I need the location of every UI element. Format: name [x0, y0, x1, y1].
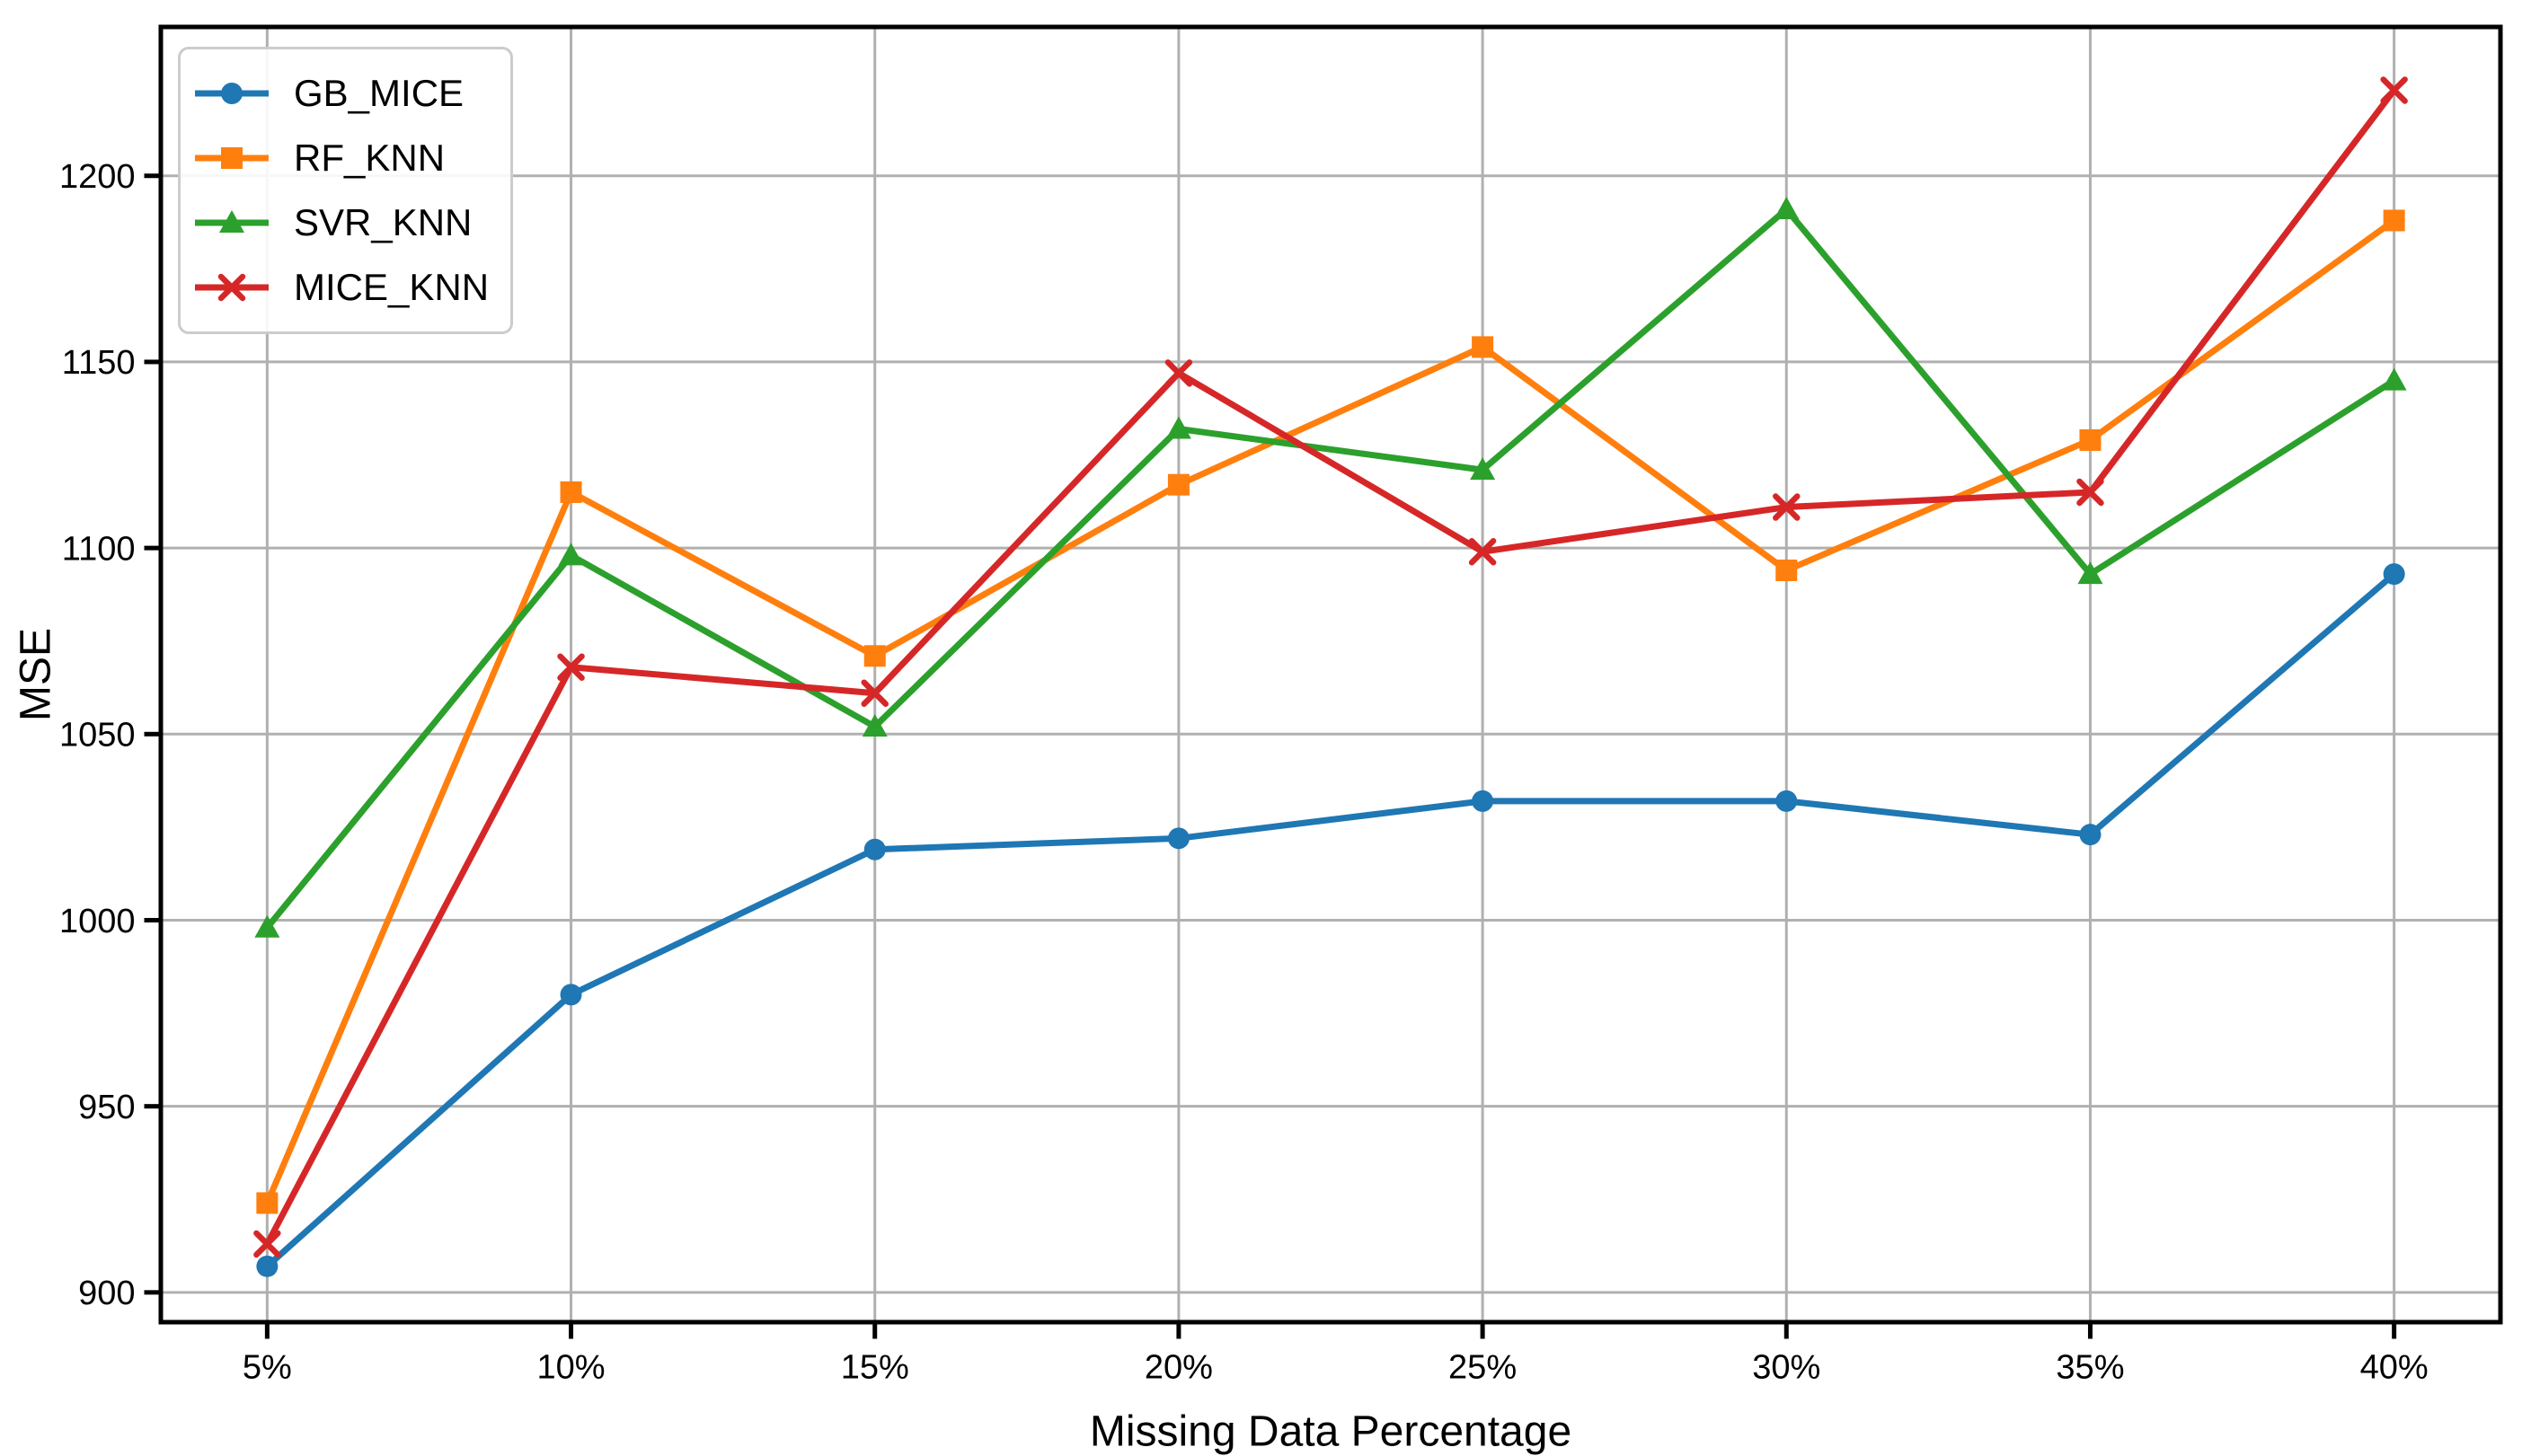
x-tick-label: 40%	[2360, 1349, 2429, 1387]
y-tick-label: 1150	[62, 344, 136, 382]
legend-sample-marker-RF_KNN	[221, 147, 243, 169]
series-line-MICE_KNN	[263, 86, 2398, 1248]
x-tick-label: 10%	[537, 1349, 606, 1387]
marker-GB_MICE-30%	[1775, 790, 1798, 812]
legend-sample-marker-MICE_KNN	[217, 273, 246, 302]
series-MICE_KNN	[253, 76, 2408, 1258]
marker-MICE_KNN-10%	[557, 653, 585, 681]
marker-SVR_KNN-35%	[2077, 561, 2103, 585]
legend-item-rf_knn: RF_KNN	[191, 126, 489, 190]
marker-RF_KNN-40%	[2383, 209, 2405, 232]
marker-RF_KNN-25%	[1472, 336, 1494, 358]
legend-sample-square-icon	[195, 147, 269, 169]
legend-label: SVR_KNN	[294, 201, 473, 243]
y-tick-label: 1000	[59, 903, 136, 940]
series-SVR_KNN	[254, 197, 2407, 938]
x-tick-label: 20%	[1145, 1349, 1213, 1387]
series-RF_KNN	[256, 209, 2405, 1214]
y-tick-label: 1200	[59, 158, 136, 196]
legend-label: RF_KNN	[294, 137, 446, 179]
x-tick-label: 5%	[243, 1349, 292, 1387]
marker-SVR_KNN-40%	[2381, 367, 2407, 391]
y-tick-label: 950	[78, 1089, 135, 1126]
y-tick-label: 1050	[59, 717, 136, 754]
ticks: 5% 10% 15% 20% 25% 30% 35% 40% 900 950 1000 1050 110…	[59, 158, 2429, 1386]
legend-sample-x-icon	[195, 273, 269, 302]
marker-SVR_KNN-30%	[1774, 197, 1800, 220]
x-tick-label: 25%	[1448, 1349, 1517, 1387]
legend-item-mice_knn: MICE_KNN	[191, 255, 489, 320]
marker-MICE_KNN-20%	[1164, 359, 1193, 387]
marker-RF_KNN-30%	[1775, 559, 1798, 581]
marker-MICE_KNN-30%	[1773, 493, 1801, 521]
series-line-GB_MICE	[263, 570, 2398, 1270]
legend-item-gb_mice: GB_MICE	[191, 61, 489, 126]
series-GB_MICE	[256, 563, 2405, 1277]
legend: GB_MICE RF_KNN SVR_KNN MICE_KNN	[178, 47, 514, 334]
series-line-SVR_KNN	[263, 206, 2398, 931]
x-axis-title: Missing Data Percentage	[1089, 1407, 1572, 1456]
marker-SVR_KNN-15%	[862, 714, 888, 737]
x-tick-label: 30%	[1752, 1349, 1820, 1387]
marker-RF_KNN-35%	[2079, 428, 2102, 451]
marker-SVR_KNN-20%	[1165, 416, 1191, 439]
marker-GB_MICE-5%	[256, 1255, 279, 1277]
legend-label: GB_MICE	[294, 72, 465, 114]
marker-MICE_KNN-15%	[861, 679, 889, 707]
x-tick-label: 15%	[841, 1349, 909, 1387]
marker-SVR_KNN-25%	[1470, 457, 1496, 481]
legend-sample-circle-icon	[195, 83, 269, 104]
y-tick-label: 900	[78, 1275, 135, 1312]
marker-MICE_KNN-40%	[2380, 76, 2408, 104]
marker-MICE_KNN-5%	[253, 1230, 281, 1258]
marker-SVR_KNN-5%	[254, 914, 280, 938]
marker-RF_KNN-20%	[1167, 473, 1190, 496]
series-line-RF_KNN	[263, 216, 2398, 1206]
y-axis-title: MSE	[12, 627, 60, 722]
marker-GB_MICE-40%	[2383, 563, 2405, 586]
marker-MICE_KNN-35%	[2076, 478, 2104, 507]
grid	[161, 27, 2500, 1322]
marker-MICE_KNN-25%	[1468, 538, 1497, 566]
marker-RF_KNN-15%	[863, 645, 886, 667]
marker-GB_MICE-10%	[560, 984, 582, 1006]
plot-frame	[158, 24, 2503, 1325]
legend-sample-marker-GB_MICE	[221, 83, 243, 104]
marker-RF_KNN-10%	[560, 481, 582, 503]
marker-SVR_KNN-10%	[558, 543, 584, 566]
marker-RF_KNN-5%	[256, 1192, 279, 1214]
legend-item-svr_knn: SVR_KNN	[191, 190, 489, 255]
x-tick-label: 35%	[2056, 1349, 2124, 1387]
marker-GB_MICE-20%	[1167, 827, 1190, 850]
legend-sample-marker-SVR_KNN	[219, 210, 244, 233]
legend-label: MICE_KNN	[294, 266, 490, 308]
marker-GB_MICE-15%	[863, 838, 886, 860]
legend-sample-triangle-icon	[195, 210, 269, 233]
y-tick-label: 1100	[62, 530, 136, 568]
marker-GB_MICE-25%	[1472, 790, 1494, 812]
marker-GB_MICE-35%	[2079, 824, 2102, 846]
